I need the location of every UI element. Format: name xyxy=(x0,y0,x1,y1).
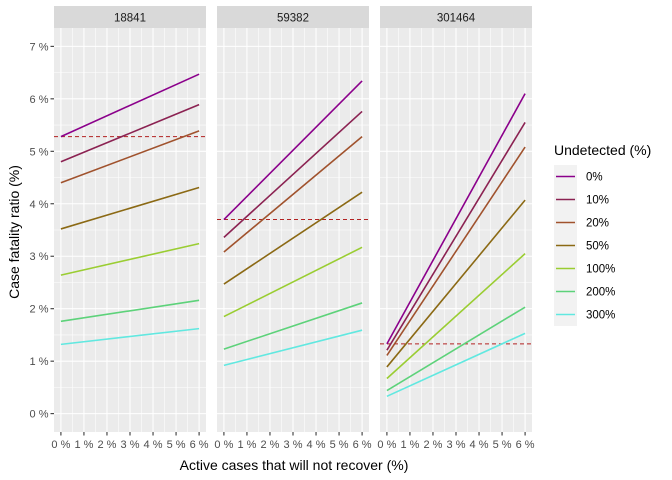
legend-item: 300% xyxy=(554,303,615,326)
x-axis-title: Active cases that will not recover (%) xyxy=(180,457,409,473)
series-line-200pct xyxy=(386,306,526,392)
facet-strip-label: 301464 xyxy=(437,13,476,25)
series-line-0pct xyxy=(223,80,363,221)
legend-label: 0% xyxy=(586,172,603,184)
legend-item: 0% xyxy=(554,165,603,188)
x-tick-label: 0 % xyxy=(377,439,396,451)
series-line-0pct xyxy=(386,93,526,345)
x-tick-label: 5 % xyxy=(493,439,512,451)
series-line-200pct xyxy=(60,299,200,323)
x-tick-label: 5 % xyxy=(330,439,349,451)
x-tick-label: 0 % xyxy=(51,439,70,451)
legend: 0% 10% 20% 50% 100% 200% 300% xyxy=(554,165,615,326)
legend-item: 10% xyxy=(554,188,609,211)
facet-panel-1: 18841 0 % 1 % 2 % 3 % 4 % 5 % 6 % 0 % 1 % 2 % 3 % 4 … xyxy=(30,6,209,451)
facet-strip-label: 59382 xyxy=(277,13,309,25)
series-line-300pct xyxy=(60,327,200,346)
y-tick-label: 1 % xyxy=(30,356,49,368)
legend-label: 20% xyxy=(586,218,609,230)
x-tick-label: 6 % xyxy=(353,439,372,451)
y-axis-title: Case fatality ratio (%) xyxy=(6,165,22,299)
series-line-200pct xyxy=(223,302,363,350)
y-tick-label: 6 % xyxy=(30,94,49,106)
series-line-50pct xyxy=(386,199,526,368)
series-line-0pct xyxy=(60,73,200,138)
x-tick-label: 6 % xyxy=(516,439,535,451)
x-tick-label: 3 % xyxy=(121,439,140,451)
facet-panels: 18841 0 % 1 % 2 % 3 % 4 % 5 % 6 % 0 % 1 % 2 % 3 % 4 … xyxy=(30,6,535,451)
y-tick-label: 0 % xyxy=(30,409,49,421)
legend-item: 200% xyxy=(554,280,615,303)
x-tick-label: 2 % xyxy=(260,439,279,451)
x-tick-label: 6 % xyxy=(190,439,209,451)
y-tick-label: 2 % xyxy=(30,304,49,316)
x-tick-label: 4 % xyxy=(307,439,326,451)
series-line-300pct xyxy=(223,329,363,367)
series-line-100pct xyxy=(386,253,526,380)
y-tick-label: 5 % xyxy=(30,146,49,158)
x-tick-label: 3 % xyxy=(284,439,303,451)
y-tick-label: 3 % xyxy=(30,251,49,263)
series-line-20pct xyxy=(223,135,363,253)
series-line-10pct xyxy=(386,122,526,351)
legend-label: 300% xyxy=(586,310,615,322)
legend-label: 100% xyxy=(586,264,615,276)
legend-title: Undetected (%) xyxy=(554,142,651,158)
x-tick-label: 3 % xyxy=(447,439,466,451)
x-tick-label: 1 % xyxy=(237,439,256,451)
series-line-10pct xyxy=(60,103,200,163)
series-line-20pct xyxy=(386,146,526,356)
series-line-10pct xyxy=(223,110,363,238)
series-line-300pct xyxy=(386,332,526,398)
x-tick-label: 2 % xyxy=(423,439,442,451)
x-tick-label: 1 % xyxy=(400,439,419,451)
facet-strip xyxy=(54,6,206,28)
y-tick-label: 4 % xyxy=(30,199,49,211)
x-tick-label: 5 % xyxy=(167,439,186,451)
facet-panel-3: 301464 0 % 1 % 2 % 3 % 4 % 5 % 6 % xyxy=(377,6,535,451)
legend-label: 200% xyxy=(586,287,615,299)
x-tick-label: 1 % xyxy=(74,439,93,451)
legend-item: 50% xyxy=(554,234,609,257)
series-line-50pct xyxy=(223,191,363,285)
x-tick-label: 2 % xyxy=(97,439,116,451)
facet-strip-label: 18841 xyxy=(114,13,146,25)
legend-label: 50% xyxy=(586,241,609,253)
legend-item: 20% xyxy=(554,211,609,234)
facet-panel-2: 59382 0 % 1 % 2 % 3 % 4 % 5 % 6 % xyxy=(214,6,372,451)
series-line-100pct xyxy=(223,246,363,318)
facet-strip xyxy=(380,6,532,28)
facet-strip xyxy=(217,6,369,28)
legend-label: 10% xyxy=(586,195,609,207)
series-line-50pct xyxy=(60,186,200,230)
legend-item: 100% xyxy=(554,257,615,280)
y-tick-label: 7 % xyxy=(30,41,49,53)
x-tick-label: 0 % xyxy=(214,439,233,451)
x-tick-label: 4 % xyxy=(470,439,489,451)
x-tick-label: 4 % xyxy=(144,439,163,451)
series-line-100pct xyxy=(60,242,200,276)
series-line-20pct xyxy=(60,130,200,184)
